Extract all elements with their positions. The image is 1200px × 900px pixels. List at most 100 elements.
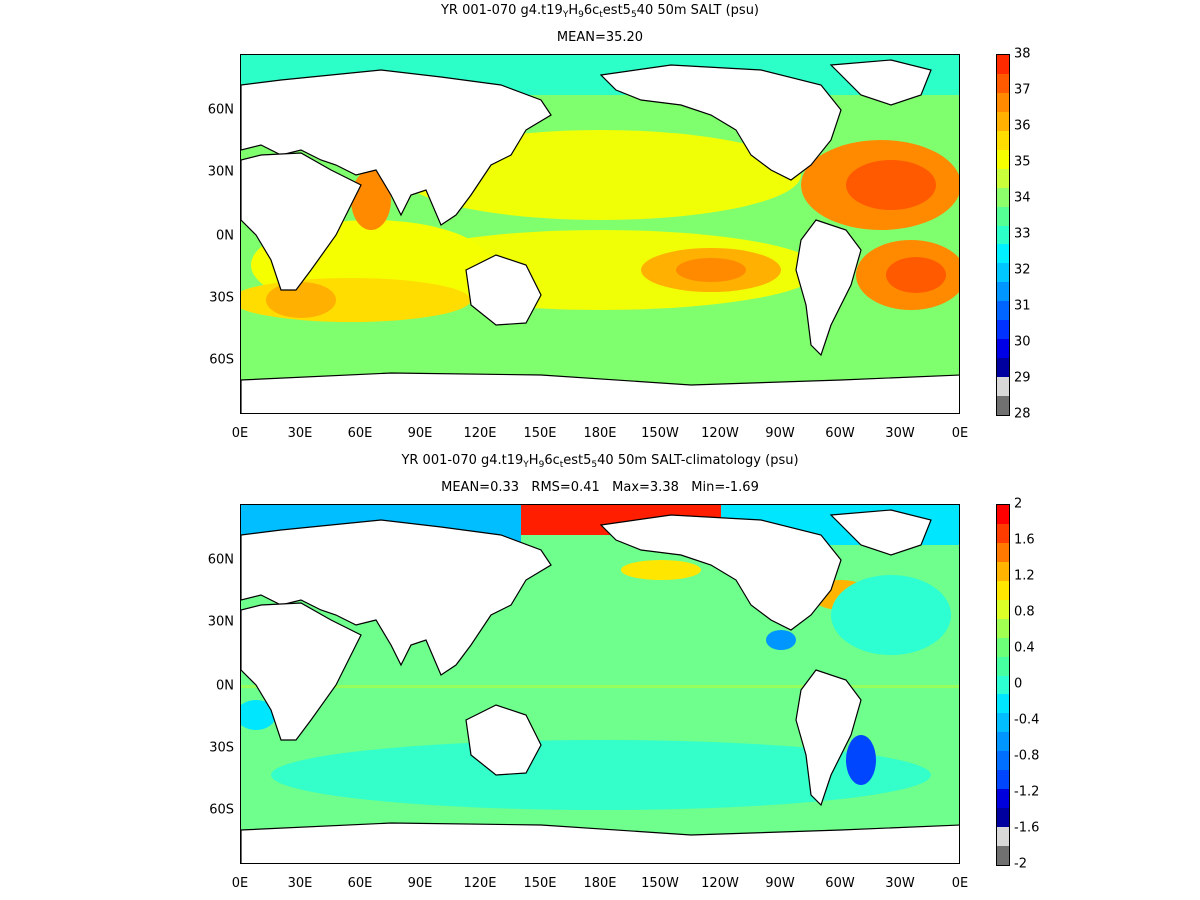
lon-label: 120E <box>463 426 497 441</box>
australia <box>465 254 542 326</box>
greenland <box>829 509 932 556</box>
salt-anomaly-panel: YR 001-070 g4.t19YH96ctest5540 50m SALT-… <box>0 450 1200 900</box>
antarctica <box>241 372 959 413</box>
lon-label: 90W <box>765 876 795 891</box>
greenland <box>829 59 932 106</box>
colorbar-segment <box>997 377 1009 397</box>
colorbar-segment <box>997 111 1009 132</box>
map-title: YR 001-070 g4.t19YH96ctest5540 50m SALT … <box>440 3 760 20</box>
lon-label: 60E <box>347 876 373 891</box>
map-title: YR 001-070 g4.t19YH96ctest5540 50m SALT-… <box>401 453 799 470</box>
colorbar-segment <box>997 396 1009 416</box>
lat-label: 30N <box>207 164 234 180</box>
gulf-alaska <box>621 560 701 580</box>
lat-label: 60N <box>207 102 234 118</box>
lon-label: 180E <box>583 426 617 441</box>
colorbar <box>996 54 1010 416</box>
salinity-map <box>241 55 959 413</box>
colorbar-tick-label: -1.2 <box>1014 784 1040 800</box>
map-plot-area <box>240 54 960 414</box>
lat-label: 30S <box>209 740 234 756</box>
colorbar-segment <box>997 505 1009 525</box>
southern-fresh <box>271 740 931 810</box>
colorbar-segment <box>997 656 1009 677</box>
colorbar-segment <box>997 187 1009 208</box>
colorbar-segment <box>997 244 1009 264</box>
colorbar-tick-label: -2 <box>1014 856 1027 872</box>
lon-label: 30W <box>885 426 915 441</box>
lat-label: 0N <box>216 678 234 694</box>
lon-label: 150W <box>641 876 679 891</box>
colorbar-segment <box>997 694 1009 714</box>
colorbar-segment <box>997 770 1009 790</box>
lon-label: 150W <box>641 426 679 441</box>
colorbar-tick-label: 0.4 <box>1014 640 1035 656</box>
lat-label: 60N <box>207 552 234 568</box>
colorbar-tick-label: 32 <box>1014 262 1031 278</box>
lat-label: 60S <box>209 802 234 818</box>
australia <box>465 704 542 776</box>
continents <box>241 509 959 863</box>
eurasia <box>241 69 552 226</box>
lon-label: 90E <box>407 426 433 441</box>
colorbar-segment <box>997 149 1009 170</box>
lon-label: 30E <box>287 426 313 441</box>
lat-label: 0N <box>216 228 234 244</box>
colorbar-segment <box>997 301 1009 321</box>
anomaly-map <box>241 505 959 863</box>
lon-label: 90E <box>407 876 433 891</box>
south-america <box>795 219 862 357</box>
colorbar-segment <box>997 263 1009 283</box>
eurasia <box>241 519 552 676</box>
brazil-current-fresh <box>846 735 876 785</box>
colorbar-segment <box>997 282 1009 302</box>
colorbar-tick-label: 2 <box>1014 496 1023 512</box>
colorbar-segment <box>997 130 1009 151</box>
north-atlantic-core <box>846 160 936 210</box>
colorbar-tick-label: 29 <box>1014 370 1031 386</box>
colorbar-tick-label: 38 <box>1014 46 1031 62</box>
colorbar-tick-label: 30 <box>1014 334 1031 350</box>
lon-label: 150E <box>523 876 557 891</box>
colorbar-tick-label: -1.6 <box>1014 820 1040 836</box>
north-america <box>599 64 842 181</box>
colorbar-segment <box>997 618 1009 639</box>
south-pacific-core <box>676 258 746 282</box>
lon-label: 180E <box>583 876 617 891</box>
colorbar <box>996 504 1010 866</box>
colorbar-tick-label: 0 <box>1014 676 1023 692</box>
colorbar-segment <box>997 580 1009 601</box>
colorbar-tick-label: 31 <box>1014 298 1031 314</box>
antarctica <box>241 822 959 863</box>
colorbar-segment <box>997 789 1009 809</box>
southern-ocean <box>241 325 959 375</box>
lon-label: 120W <box>701 876 739 891</box>
colorbar-tick-label: -0.4 <box>1014 712 1040 728</box>
colorbar-tick-label: 1.6 <box>1014 532 1035 548</box>
colorbar-segment <box>997 55 1009 75</box>
colorbar-segment <box>997 599 1009 620</box>
map-subtitle: MEAN=0.33 RMS=0.41 Max=3.38 Min=-1.69 <box>441 480 759 495</box>
colorbar-segment <box>997 92 1009 113</box>
equator-band <box>241 685 959 688</box>
africa <box>241 602 362 741</box>
colorbar-segment <box>997 358 1009 378</box>
colorbar-segment <box>997 637 1009 658</box>
salt-map-panel: YR 001-070 g4.t19YH96ctest5540 50m SALT … <box>207 3 1031 441</box>
colorbar-tick-label: 34 <box>1014 190 1031 206</box>
lon-label: 120W <box>701 426 739 441</box>
colorbar-segment <box>997 561 1009 582</box>
colorbar-segment <box>997 206 1009 227</box>
lat-label: 60S <box>209 352 234 368</box>
south-atlantic-core <box>886 257 946 293</box>
colorbar-segment <box>997 225 1009 245</box>
colorbar-tick-label: 35 <box>1014 154 1031 170</box>
agulhas <box>266 282 336 318</box>
colorbar-segment <box>997 808 1009 828</box>
colorbar-segment <box>997 168 1009 189</box>
lon-label: 0E <box>231 426 249 441</box>
lon-label: 0E <box>231 876 249 891</box>
colorbar-tick-label: 37 <box>1014 82 1031 98</box>
map-plot-area <box>240 504 960 864</box>
colorbar-segment <box>997 846 1009 866</box>
